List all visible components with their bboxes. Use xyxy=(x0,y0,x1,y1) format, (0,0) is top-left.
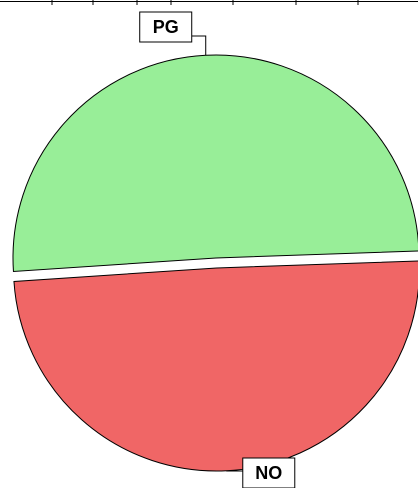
pie-slices xyxy=(12,54,418,472)
top-frame xyxy=(0,0,418,5)
pie-slice-pg xyxy=(12,54,418,272)
pie-slice-no xyxy=(13,260,418,472)
pie-label-no: NO xyxy=(255,463,282,483)
pie-label-box-no xyxy=(242,457,296,488)
pie-label-pg: PG xyxy=(153,17,179,37)
pie-labels: PG NO xyxy=(139,11,296,488)
pie-label-box-pg xyxy=(139,11,193,43)
pie-leader-pg xyxy=(191,35,207,56)
